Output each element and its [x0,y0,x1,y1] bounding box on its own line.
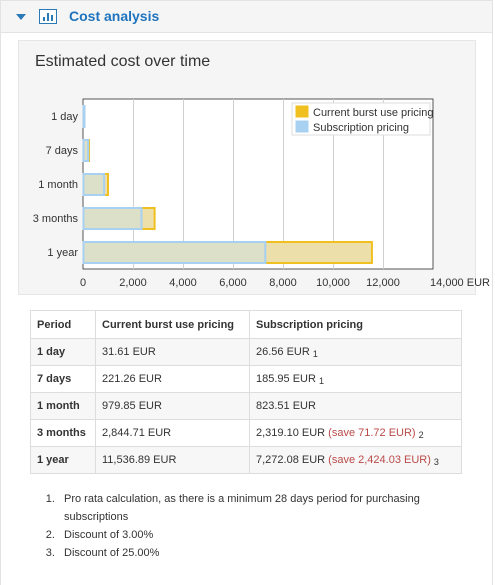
period-cell: 1 day [30,338,96,366]
subscription-price: 7,272.08 EUR [256,453,326,466]
table-row: 1 day 31.61 EUR 26.56 EUR 1 [30,338,462,366]
panel-body [0,33,493,585]
footnote-marker: 1 [312,348,318,359]
table-row: 1 month 979.85 EUR 823.51 EUR [30,392,462,420]
x-tick-label: 12,000 [366,277,400,289]
legend-swatch [295,120,309,133]
y-tick-label: 7 days [46,145,79,157]
subscription-price-cell: 185.95 EUR 1 [249,365,462,393]
column-header-subscription: Subscription pricing [249,310,462,339]
collapse-arrow-icon[interactable] [16,14,26,20]
burst-price-cell: 2,844.71 EUR [95,419,250,447]
subscription-price: 26.56 EUR [256,345,310,358]
savings-text: (save 2,424.03 EUR) [328,453,431,466]
x-tick-label: 6,000 [219,277,247,289]
legend-label: Subscription pricing [313,122,409,134]
bar-subscription [82,105,86,128]
subscription-price: 2,319.10 EUR [256,426,326,439]
table-row: 3 months 2,844.71 EUR 2,319.10 EUR (save 7… [30,419,462,447]
y-tick-label: 3 months [33,213,79,225]
subscription-price-cell: 26.56 EUR 1 [249,338,462,366]
column-header-burst: Current burst use pricing [95,310,250,339]
savings-text: (save 71.72 EUR) [328,426,416,439]
subscription-price-cell: 7,272.08 EUR (save 2,424.03 EUR) 3 [249,446,462,474]
x-tick-label: 8,000 [269,277,297,289]
subscription-price: 823.51 EUR [256,400,316,412]
burst-price-cell: 979.85 EUR [95,392,250,420]
burst-price-cell: 31.61 EUR [95,338,250,366]
footnote-marker: 2 [418,429,424,440]
legend-label: Current burst use pricing [313,107,433,119]
subscription-price: 185.95 EUR [256,372,316,385]
burst-price-cell: 11,536.89 EUR [95,446,250,474]
x-tick-label: 10,000 [316,277,350,289]
subscription-price-cell: 823.51 EUR [249,392,462,420]
footnotes: Pro rata calculation, as there is a mini… [40,490,458,562]
cost-chart: 0 2,000 4,000 6,000 8,000 10,000 12,000 14,000 … [33,98,490,289]
cost-analysis-header[interactable]: Cost analysis [0,0,493,33]
bar-chart-icon [39,9,57,24]
x-tick-label: 4,000 [169,277,197,289]
legend-swatch [295,105,309,118]
footnote-marker: 3 [433,456,439,467]
x-tick-label: 2,000 [119,277,147,289]
y-tick-label: 1 month [38,179,78,191]
table-row: 1 year 11,536.89 EUR 7,272.08 EUR (save 2,… [30,446,462,474]
pricing-table: Period Current burst use pricing Subscri… [30,310,462,474]
column-header-period: Period [30,310,96,339]
period-cell: 1 month [30,392,96,420]
period-cell: 7 days [30,365,96,393]
bar-subscription [82,139,90,162]
subscription-price-cell: 2,319.10 EUR (save 71.72 EUR) 2 [249,419,462,447]
y-tick-label: 1 day [51,111,78,123]
burst-price-cell: 221.26 EUR [95,365,250,393]
x-tick-label: 0 [80,277,86,289]
table-header-row: Period Current burst use pricing Subscri… [30,310,462,339]
bar-subscription [82,207,143,230]
y-tick-label: 1 year [47,247,78,259]
period-cell: 3 months [30,419,96,447]
period-cell: 1 year [30,446,96,474]
footnote-2: Discount of 3.00% [58,526,458,544]
table-row: 7 days 221.26 EUR 185.95 EUR 1 [30,365,462,393]
panel-title[interactable]: Cost analysis [69,8,160,24]
chart-title: Estimated cost over time [35,53,211,70]
bar-subscription [82,241,267,264]
bar-subscription [82,173,106,196]
footnote-1: Pro rata calculation, as there is a mini… [58,490,458,526]
x-tick-label: 14,000 EUR [430,277,490,289]
footnote-3: Discount of 25.00% [58,544,458,562]
legend-box [291,102,431,136]
footnote-marker: 1 [318,375,324,386]
